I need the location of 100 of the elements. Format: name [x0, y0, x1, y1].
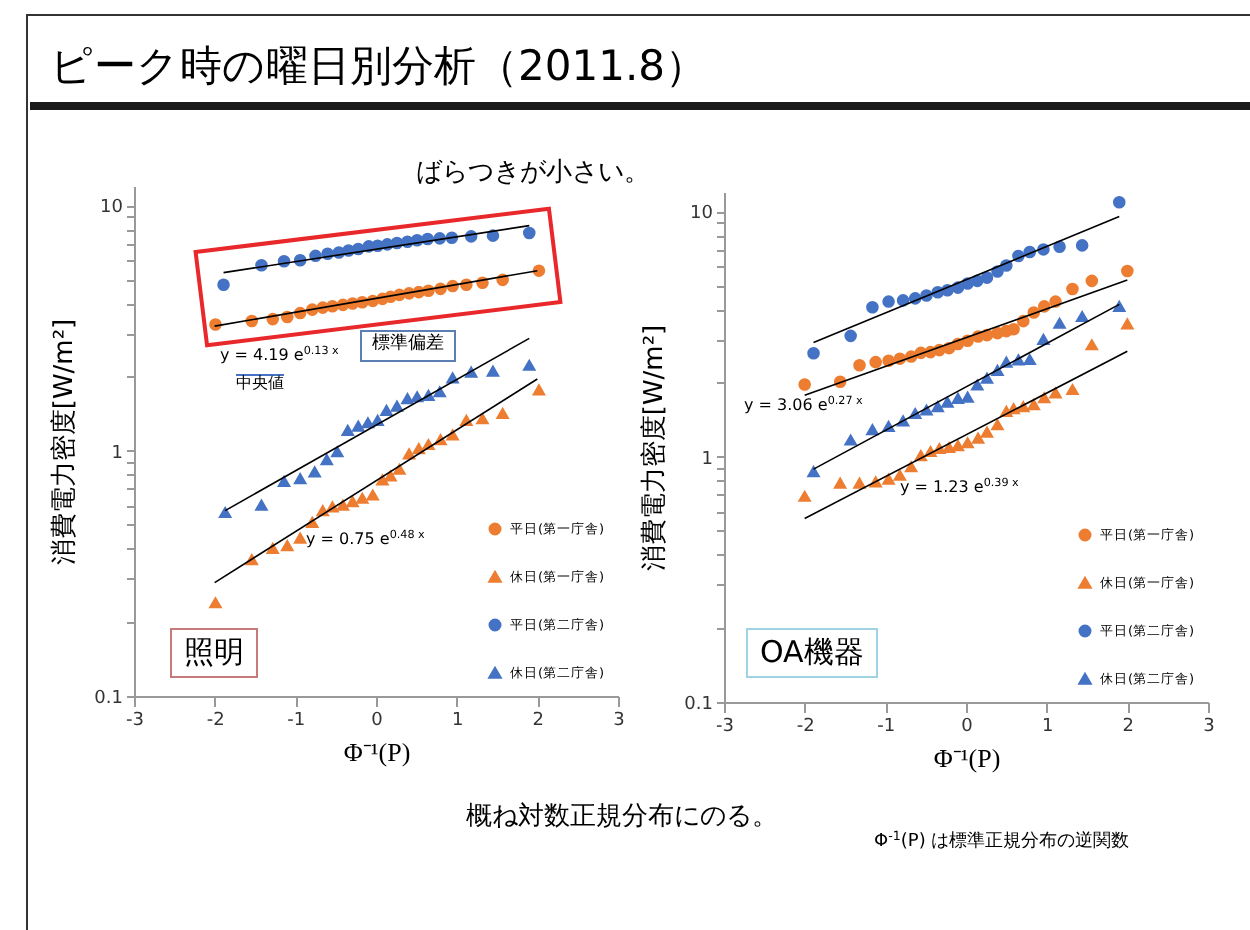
x-tick-label: 3 — [613, 711, 625, 731]
point — [351, 420, 365, 432]
point — [346, 496, 359, 508]
point — [1053, 240, 1066, 253]
point — [1007, 322, 1020, 336]
point — [393, 463, 406, 475]
point — [355, 492, 369, 504]
point — [320, 454, 334, 466]
point — [1037, 392, 1051, 404]
annotation: y = 4.19 e$^{0.13 x}$ — [220, 346, 339, 366]
point — [1053, 317, 1066, 329]
point — [980, 271, 994, 284]
x-tick-label: 0 — [371, 711, 384, 731]
point — [904, 461, 918, 473]
x-tick-label: 2 — [532, 711, 545, 731]
point — [1085, 274, 1099, 288]
x-tick-label: 1 — [451, 711, 464, 731]
point — [366, 489, 380, 501]
annotation: y = 0.75 e$^{0.48 x}$ — [306, 530, 425, 550]
point — [390, 400, 404, 412]
point — [1112, 195, 1126, 209]
x-tick-label: -2 — [796, 717, 815, 737]
point — [209, 597, 222, 609]
point — [1066, 282, 1079, 296]
x-tick-label: -3 — [716, 717, 734, 737]
point — [308, 466, 321, 478]
point — [798, 378, 811, 391]
point — [476, 413, 489, 425]
point — [522, 359, 536, 371]
x-tick-label: -3 — [126, 711, 144, 731]
point — [971, 432, 985, 444]
point — [384, 470, 397, 482]
point — [330, 446, 344, 458]
point — [1049, 387, 1062, 399]
point — [991, 419, 1004, 431]
annotation: 照明 — [170, 628, 258, 677]
point — [869, 355, 882, 369]
point — [853, 477, 866, 489]
x-tick-label: -1 — [287, 711, 306, 731]
x-tick-label: 0 — [961, 717, 974, 737]
point — [896, 294, 910, 307]
point — [844, 434, 857, 446]
point — [1037, 333, 1050, 345]
x-axis-title: Φ⁻¹(P) — [933, 743, 1001, 773]
x-tick-label: 3 — [1203, 717, 1215, 737]
annotation: OA機器 — [746, 628, 878, 677]
point — [941, 396, 954, 408]
point — [1023, 353, 1037, 366]
annotation: ばらつきが小さい。 — [416, 158, 650, 189]
y-tick-label: 10 — [100, 198, 124, 219]
point — [217, 278, 230, 292]
point — [218, 506, 232, 519]
point — [336, 499, 350, 511]
point — [980, 426, 994, 438]
point — [280, 540, 294, 552]
point — [882, 473, 895, 485]
point — [866, 300, 879, 314]
point — [376, 474, 389, 486]
point — [532, 384, 546, 396]
point — [1112, 300, 1126, 312]
point — [882, 295, 895, 308]
point — [1121, 318, 1134, 330]
point — [961, 391, 974, 403]
text: Φ$^{-1}$(P) は標準正規分布の逆関数 — [874, 829, 1130, 854]
x-tick-label: 1 — [1041, 717, 1054, 737]
point — [980, 372, 994, 384]
point — [401, 393, 414, 405]
x-tick-label: 2 — [1122, 717, 1135, 737]
x-axis-title: Φ⁻¹(P) — [343, 737, 411, 767]
annotation: y = 3.06 e$^{0.27 x}$ — [744, 396, 863, 416]
point — [341, 424, 355, 436]
y-tick-label: 1 — [701, 449, 713, 470]
point — [853, 358, 866, 372]
point — [433, 386, 447, 398]
y-tick-label: 1 — [111, 443, 123, 464]
point — [522, 226, 536, 240]
point — [293, 472, 307, 485]
point — [807, 465, 820, 478]
point — [412, 443, 426, 455]
y-axis-title: 消費電力密度[W/m²] — [48, 318, 81, 566]
point — [833, 477, 847, 489]
chart-title: ピーク時の曜日別分析（2011.8） — [50, 42, 707, 91]
point — [532, 264, 546, 277]
point — [807, 347, 820, 360]
point — [1075, 310, 1089, 323]
x-tick-label: -1 — [877, 717, 896, 737]
point — [931, 401, 945, 413]
y-tick-label: 0.1 — [94, 689, 123, 709]
text: 概ね対数正規分布にのる。 — [466, 802, 778, 833]
y-axis-title: 消費電力密度[W/m²] — [638, 324, 671, 572]
y-tick-label: 10 — [690, 204, 714, 225]
annotation: y = 1.23 e$^{0.39 x}$ — [900, 478, 1019, 498]
point — [277, 475, 291, 487]
point — [255, 499, 268, 511]
point — [1027, 399, 1041, 411]
x-tick-label: -2 — [206, 711, 225, 731]
annotation: 標準偏差 — [360, 330, 456, 362]
annotation: 中央値 — [236, 374, 284, 394]
point — [496, 407, 509, 419]
point — [971, 379, 984, 391]
